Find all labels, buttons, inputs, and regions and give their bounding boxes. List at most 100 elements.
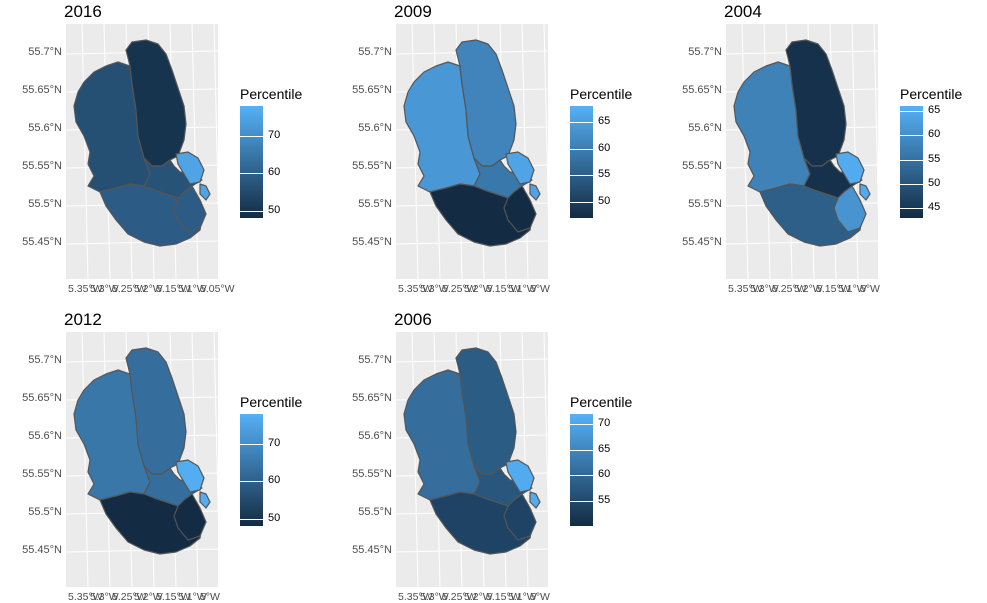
gridline-x xyxy=(521,332,529,587)
legend-title: Percentile xyxy=(570,86,633,102)
x-tick-label: 5.15°W xyxy=(816,283,851,295)
legend-tick-label: 55 xyxy=(928,152,941,165)
gridline-y xyxy=(66,548,218,553)
y-tick-label: 55.6°N xyxy=(688,122,722,134)
gridline-x xyxy=(521,24,529,279)
map-plot-area xyxy=(66,332,218,587)
region-bay-south xyxy=(833,185,867,233)
legend-tick-label: 50 xyxy=(928,176,941,189)
legend-tick-mark xyxy=(570,202,593,203)
gridline-x xyxy=(411,24,419,279)
x-tick-label: 5.3°W xyxy=(420,283,449,295)
map-plot-area xyxy=(396,24,548,279)
region-north xyxy=(125,39,187,167)
gridline-x xyxy=(213,332,218,524)
x-tick-label: 5°W xyxy=(530,591,550,603)
gridline-x xyxy=(873,24,878,216)
x-tick-label: 5.1°W xyxy=(508,283,537,295)
region-bay-south xyxy=(173,185,207,233)
x-tick-label: 5.2°W xyxy=(134,591,163,603)
legend-tick-mark xyxy=(240,518,263,520)
x-tick-label: 5.2°W xyxy=(464,283,493,295)
y-tick-label: 55.7°N xyxy=(358,354,392,366)
y-tick-label: 55.65°N xyxy=(352,84,392,96)
y-tick-label: 55.5°N xyxy=(28,198,62,210)
legend-tick-label: 50 xyxy=(268,511,281,524)
legend-tick-label: 60 xyxy=(928,128,941,141)
panel-title: 2004 xyxy=(724,2,762,21)
legend-tick-mark xyxy=(900,135,923,137)
x-tick-label: 5.35°W xyxy=(68,283,103,295)
legend-tick-label: 65 xyxy=(928,103,941,116)
y-tick-label: 55.45°N xyxy=(22,236,62,248)
y-tick-label: 55.65°N xyxy=(22,392,62,404)
y-tick-label: 55.45°N xyxy=(682,236,722,248)
map-plot-area xyxy=(726,24,878,279)
x-tick-label: 5°W xyxy=(530,283,550,295)
region-north xyxy=(455,347,517,475)
legend-tick-mark xyxy=(570,449,593,451)
region-bay2 xyxy=(199,183,211,201)
x-tick-label: 5.3°W xyxy=(750,283,779,295)
gridline-x xyxy=(191,24,199,279)
legend-tick-mark xyxy=(240,210,263,212)
legend-tick-mark xyxy=(570,500,593,502)
x-tick-label: 5°W xyxy=(860,283,880,295)
y-tick-label: 55.7°N xyxy=(688,46,722,58)
legend-tick-label: 50 xyxy=(268,203,281,216)
map-svg xyxy=(396,24,548,279)
region-bay xyxy=(505,151,535,185)
y-tick-label: 55.55°N xyxy=(352,160,392,172)
map-svg xyxy=(66,332,218,587)
legend-tick-mark xyxy=(240,481,263,483)
gridline-x xyxy=(81,24,89,279)
legend-colorbar xyxy=(240,414,263,526)
x-tick-label: 5.25°W xyxy=(772,283,807,295)
legend-colorbar xyxy=(240,106,263,218)
region-bay-south xyxy=(173,493,207,541)
x-tick-label: 5.15°W xyxy=(156,591,191,603)
x-tick-label: 5.1°W xyxy=(508,591,537,603)
gridline-x xyxy=(213,24,218,216)
y-tick-label: 55.55°N xyxy=(22,160,62,172)
legend-tick-mark xyxy=(240,173,263,175)
legend-colorbar xyxy=(570,106,593,218)
x-tick-label: 5.15°W xyxy=(156,283,191,295)
y-tick-label: 55.45°N xyxy=(22,544,62,556)
legend-colorbar xyxy=(570,414,593,526)
x-tick-label: 5.2°W xyxy=(134,283,163,295)
y-tick-label: 55.65°N xyxy=(22,84,62,96)
region-bay2 xyxy=(529,491,541,509)
y-tick-label: 55.55°N xyxy=(22,468,62,480)
gridline-y xyxy=(396,548,548,553)
y-tick-label: 55.6°N xyxy=(28,430,62,442)
region-bay2 xyxy=(859,183,871,201)
y-tick-label: 55.7°N xyxy=(28,46,62,58)
legend-tick-mark xyxy=(570,122,593,123)
region-bay2 xyxy=(199,491,211,509)
legend-colorbar xyxy=(900,106,923,218)
legend-tick-mark xyxy=(240,443,263,445)
map-svg xyxy=(726,24,878,279)
legend-tick-mark xyxy=(900,183,923,185)
x-tick-label: 5.1°W xyxy=(178,283,207,295)
x-tick-label: 5.3°W xyxy=(90,283,119,295)
panel-title: 2009 xyxy=(394,2,432,21)
legend-tick-label: 65 xyxy=(598,442,611,455)
legend-tick-mark xyxy=(240,135,263,137)
legend-title: Percentile xyxy=(240,86,303,102)
y-tick-label: 55.45°N xyxy=(352,236,392,248)
legend-tick-mark xyxy=(570,148,593,150)
legend-tick-mark xyxy=(570,175,593,177)
x-tick-label: 5.2°W xyxy=(464,591,493,603)
region-bay-south xyxy=(503,493,537,541)
legend-tick-label: 55 xyxy=(598,168,611,181)
legend-tick-label: 60 xyxy=(268,166,281,179)
gridline-x xyxy=(191,332,199,587)
legend-tick-label: 50 xyxy=(598,195,611,207)
y-tick-label: 55.5°N xyxy=(688,198,722,210)
legend-title: Percentile xyxy=(900,86,963,102)
map-plot-area xyxy=(66,24,218,279)
y-tick-label: 55.5°N xyxy=(358,506,392,518)
x-tick-label: 5.15°W xyxy=(486,591,521,603)
